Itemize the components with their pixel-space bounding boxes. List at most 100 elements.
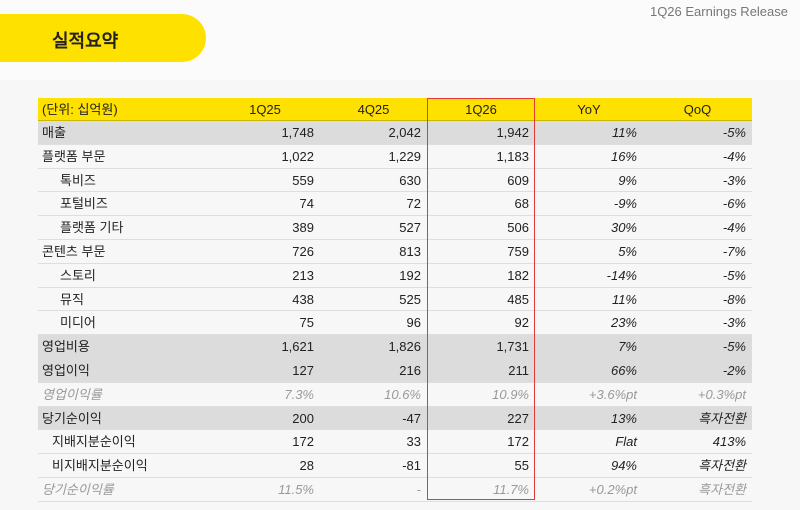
page-title: 실적요약 (52, 31, 119, 51)
cell-value: 485 (507, 291, 529, 307)
table-row: 영업비용 1,621 1,826 1,731 7% -5% (38, 335, 752, 359)
row-label: 비지배지분순이익 (52, 458, 148, 474)
cell-value: +0.2%pt (588, 482, 637, 497)
cell-value: -2% (722, 363, 746, 378)
cell-value: 1,022 (281, 148, 314, 164)
table-row: 영업이익 127 216 211 66% -2% (38, 359, 752, 383)
cell-value: 609 (507, 172, 529, 188)
column-header: QoQ (683, 102, 712, 117)
row-label: 포털비즈 (60, 196, 108, 212)
column-header: 1Q25 (249, 102, 281, 117)
cell-value: -6% (722, 196, 746, 212)
cell-value: -3% (722, 315, 746, 331)
cell-value: -5% (722, 125, 746, 140)
column-header: 1Q26 (465, 102, 497, 117)
table-row: 당기순이익률 11.5% - 11.7% +0.2%pt 흑자전환 (38, 478, 752, 502)
cell-value: 66% (610, 363, 637, 378)
cell-value: 211 (508, 363, 529, 378)
cell-value: 10.6% (384, 386, 421, 402)
cell-value: 30% (610, 220, 637, 236)
row-label: 매출 (42, 125, 66, 140)
row-label: 당기순이익률 (42, 482, 114, 497)
cell-value: 1,942 (496, 125, 529, 140)
cell-value: 726 (292, 244, 314, 259)
cell-value: 630 (399, 172, 421, 188)
cell-value: -9% (613, 196, 637, 212)
cell-value: 1,183 (496, 148, 529, 164)
cell-value: 74 (299, 196, 314, 212)
row-label: 콘텐츠 부문 (42, 244, 106, 259)
column-header: YoY (577, 102, 601, 117)
cell-value: 200 (292, 410, 314, 426)
cell-value: 389 (292, 220, 314, 236)
column-header: (단위: 십억원) (42, 102, 118, 117)
table-row: 콘텐츠 부문 726 813 759 5% -7% (38, 240, 752, 264)
cell-value: 28 (299, 458, 314, 474)
cell-value: -8% (722, 291, 746, 307)
cell-value: 213 (292, 267, 314, 283)
table-row: 스토리 213 192 182 -14% -5% (38, 264, 752, 288)
cell-value: 216 (399, 363, 421, 378)
table-row: 미디어 75 96 92 23% -3% (38, 311, 752, 336)
row-label: 미디어 (60, 315, 96, 331)
cell-value: 5% (618, 244, 637, 259)
cell-value: -5% (722, 339, 746, 355)
cell-value: 1,731 (496, 339, 529, 355)
cell-value: +3.6%pt (588, 386, 637, 402)
table-row: 플랫폼 기타 389 527 506 30% -4% (38, 216, 752, 240)
cell-value: 92 (514, 315, 529, 331)
cell-value: 11% (611, 125, 637, 140)
cell-value: -4% (722, 220, 746, 236)
cell-value: 10.9% (492, 386, 529, 402)
cell-value: -7% (722, 244, 746, 259)
table-row: 플랫폼 부문 1,022 1,229 1,183 16% -4% (38, 145, 752, 169)
table-row: 당기순이익 200 -47 227 13% 흑자전환 (38, 406, 752, 431)
cell-value: 75 (299, 315, 314, 331)
cell-value: 16% (610, 148, 637, 164)
cell-value: 506 (507, 220, 529, 236)
row-label: 영업이익 (42, 363, 90, 378)
cell-value: 1,748 (281, 125, 314, 140)
row-label: 스토리 (60, 267, 96, 283)
cell-value: 227 (507, 410, 529, 426)
row-label: 영업이익률 (42, 386, 102, 402)
cell-value: 13% (610, 410, 637, 426)
cell-value: 7% (618, 339, 637, 355)
row-label: 플랫폼 부문 (42, 148, 106, 164)
table-row: 뮤직 438 525 485 11% -8% (38, 288, 752, 312)
table-row: 지배지분순이익 172 33 172 Flat 413% (38, 430, 752, 455)
row-label: 지배지분순이익 (52, 434, 136, 450)
cell-value: 559 (292, 172, 314, 188)
cell-value: 55 (514, 458, 529, 474)
cell-value: 11.7% (493, 482, 529, 497)
cell-value: 11.5% (278, 482, 314, 497)
row-label: 당기순이익 (42, 410, 102, 426)
cell-value: 527 (399, 220, 421, 236)
cell-value: 1,621 (281, 339, 314, 355)
table-row: 포털비즈 74 72 68 -9% -6% (38, 192, 752, 217)
cell-value: 11% (611, 291, 637, 307)
cell-value: 182 (507, 267, 529, 283)
cell-value: 흑자전환 (698, 458, 746, 474)
cell-value: 23% (610, 315, 637, 331)
release-label: 1Q26 Earnings Release (649, 4, 788, 19)
header-row: (단위: 십억원) 1Q25 4Q25 1Q26 YoY QoQ (38, 98, 752, 121)
cell-value: 813 (399, 244, 421, 259)
cell-value: 33 (406, 434, 421, 450)
cell-value: 759 (507, 244, 529, 259)
cell-value: 7.3% (284, 386, 314, 402)
cell-value: - (416, 482, 421, 497)
cell-value: 68 (514, 196, 529, 212)
row-label: 플랫폼 기타 (60, 220, 124, 236)
cell-value: 127 (292, 363, 314, 378)
table-row: 비지배지분순이익 28 -81 55 94% 흑자전환 (38, 454, 752, 478)
row-label: 뮤직 (60, 291, 84, 307)
cell-value: -81 (402, 458, 421, 474)
cell-value: 172 (507, 434, 529, 450)
cell-value: 1,826 (388, 339, 421, 355)
cell-value: 525 (399, 291, 421, 307)
cell-value: Flat (615, 434, 637, 450)
cell-value: 9% (618, 172, 637, 188)
cell-value: 2,042 (388, 125, 421, 140)
